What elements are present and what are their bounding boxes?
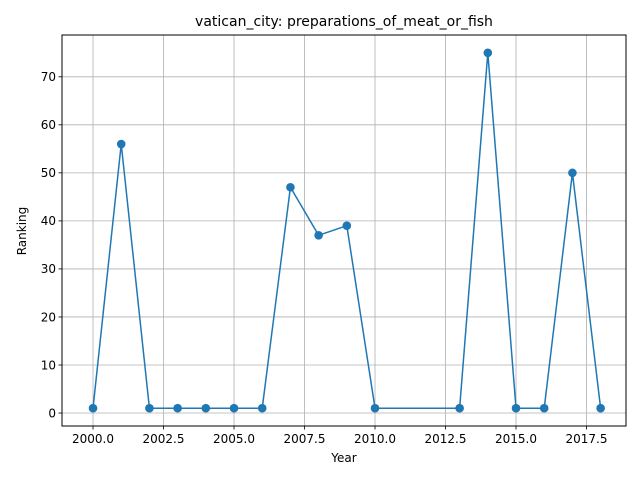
data-point [173, 403, 182, 413]
series-layer [88, 48, 605, 413]
x-axis-ticks: 2000.0 2002.5 2005.0 2007.5 2010.0 2012.5 2015… [72, 426, 608, 446]
data-point [455, 403, 464, 413]
x-tick-label: 2000.0 [72, 432, 114, 446]
y-tick-label: 60 [41, 118, 56, 132]
data-point [286, 182, 295, 192]
y-axis-ticks: 0 10 20 30 40 50 60 70 [41, 70, 62, 420]
y-tick-label: 40 [41, 214, 56, 228]
data-point [511, 403, 521, 413]
data-point [483, 48, 493, 58]
data-point [539, 403, 549, 413]
x-tick-label: 2017.5 [566, 432, 608, 446]
data-point [568, 168, 577, 178]
chart-title: vatican_city: preparations_of_meat_or_fi… [195, 14, 493, 30]
y-tick-label: 0 [48, 406, 56, 420]
data-point [116, 139, 126, 149]
y-tick-label: 70 [41, 70, 56, 84]
x-tick-label: 2012.5 [425, 432, 467, 446]
y-tick-label: 20 [41, 310, 56, 324]
grid-lines [62, 35, 626, 426]
data-point [342, 221, 352, 230]
x-tick-label: 2007.5 [284, 432, 326, 446]
data-point [370, 403, 380, 413]
y-tick-label: 10 [41, 358, 56, 372]
y-axis-label: Ranking [15, 207, 29, 256]
x-tick-label: 2005.0 [213, 432, 255, 446]
y-tick-label: 50 [41, 166, 56, 180]
data-point [201, 403, 211, 413]
data-point [314, 231, 323, 240]
data-point [88, 403, 98, 413]
x-tick-label: 2002.5 [143, 432, 185, 446]
data-point [257, 403, 267, 413]
x-tick-label: 2010.0 [354, 432, 396, 446]
data-point [596, 403, 605, 413]
y-tick-label: 30 [41, 262, 56, 276]
data-point [229, 403, 239, 413]
data-point [145, 403, 154, 413]
x-axis-label: Year [330, 451, 356, 465]
plot-frame [61, 34, 627, 427]
x-tick-label: 2015.0 [495, 432, 537, 446]
